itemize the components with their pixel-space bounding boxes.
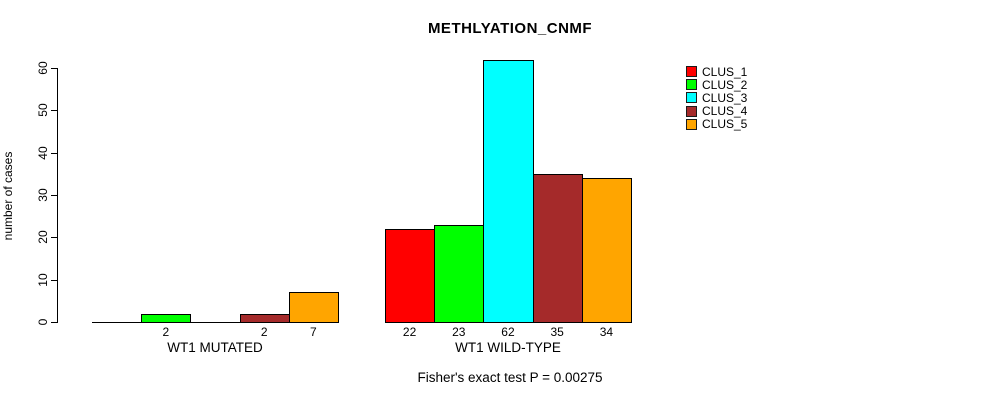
bar-value-label: 22 bbox=[402, 325, 417, 339]
legend-label: CLUS_3 bbox=[702, 90, 748, 105]
bar-value-label: 2 bbox=[260, 325, 268, 339]
legend-label: CLUS_2 bbox=[702, 77, 748, 92]
legend-item-clus_4: CLUS_4 bbox=[686, 104, 748, 119]
y-axis-label: number of cases bbox=[1, 151, 15, 241]
legend-swatch-icon bbox=[686, 92, 697, 104]
bar-clus_2-mutated bbox=[141, 313, 192, 323]
y-tick-mark bbox=[51, 237, 57, 239]
bar-clus_4-mutated bbox=[239, 313, 290, 323]
legend-item-clus_2: CLUS_2 bbox=[686, 77, 748, 92]
legend-swatch-icon bbox=[686, 105, 697, 117]
bar-value-label: 2 bbox=[162, 325, 170, 339]
y-tick-label: 60 bbox=[36, 61, 50, 75]
y-tick-mark bbox=[51, 110, 57, 112]
group-label-wt1-mutated: WT1 MUTATED bbox=[167, 340, 263, 355]
bar-value-label: 34 bbox=[599, 325, 614, 339]
bar-value-label: 62 bbox=[501, 325, 515, 339]
bar-value-label: 23 bbox=[452, 325, 466, 339]
legend-swatch-icon bbox=[686, 79, 697, 91]
group-label-wt1-wild-type: WT1 WILD-TYPE bbox=[455, 340, 561, 355]
y-tick-mark bbox=[51, 195, 57, 196]
y-tick-label: 0 bbox=[36, 318, 50, 326]
bar-value-label: 7 bbox=[310, 325, 317, 339]
legend-item-clus_3: CLUS_3 bbox=[686, 90, 748, 105]
chart-title: METHLYATION_CNMF bbox=[427, 20, 593, 37]
y-tick-label: 20 bbox=[36, 230, 50, 245]
bar-clus_5-mutated bbox=[288, 292, 339, 323]
y-tick-mark bbox=[51, 322, 57, 323]
y-tick-mark bbox=[51, 68, 57, 69]
bar-clus_2-wildtype bbox=[434, 224, 485, 323]
bar-clus_4-wildtype bbox=[532, 173, 583, 323]
legend-item-clus_1: CLUS_1 bbox=[686, 64, 748, 79]
y-tick-label: 50 bbox=[36, 103, 50, 118]
bar-clus_1-wildtype bbox=[385, 228, 436, 323]
y-tick-mark bbox=[51, 152, 57, 154]
y-tick-mark bbox=[51, 279, 57, 281]
legend-label: CLUS_4 bbox=[702, 104, 748, 119]
bar-clus_5-wildtype bbox=[581, 178, 632, 323]
group-baseline bbox=[92, 322, 338, 323]
fisher-test-annotation: Fisher's exact test P = 0.00275 bbox=[417, 370, 603, 385]
legend-label: CLUS_5 bbox=[702, 117, 748, 132]
legend: CLUS_1 CLUS_2 CLUS_3 CLUS_4 CLUS_5 bbox=[686, 65, 747, 131]
bar-value-label: 35 bbox=[550, 325, 564, 339]
legend-swatch-icon bbox=[686, 118, 697, 130]
legend-label: CLUS_1 bbox=[702, 64, 748, 79]
legend-item-clus_5: CLUS_5 bbox=[686, 117, 748, 132]
legend-swatch-icon bbox=[686, 66, 697, 78]
y-tick-label: 30 bbox=[36, 188, 50, 202]
y-tick-label: 40 bbox=[36, 145, 50, 160]
y-tick-label: 10 bbox=[36, 272, 50, 287]
y-axis-line bbox=[57, 68, 58, 323]
bar-clus_3-wildtype bbox=[483, 59, 534, 323]
